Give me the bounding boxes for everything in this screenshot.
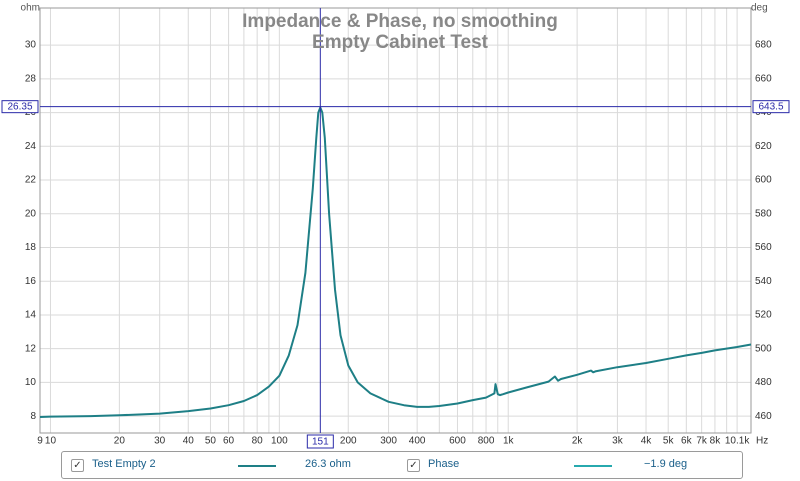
x-tick-label: 100 bbox=[271, 436, 288, 447]
y-left-tick-label: 8 bbox=[30, 411, 36, 422]
series-2-checkbox[interactable]: ✓ bbox=[407, 459, 420, 472]
x-tick-label: 2k bbox=[572, 436, 584, 447]
x-axis-unit: Hz bbox=[756, 436, 768, 447]
x-tick-label: 30 bbox=[154, 436, 166, 447]
x-tick-label: 10.1k bbox=[725, 436, 750, 447]
series-2-name: Phase bbox=[428, 458, 460, 470]
chart-subtitle: Empty Cabinet Test bbox=[312, 32, 489, 53]
y-right-tick-label: 540 bbox=[755, 276, 772, 287]
y-right-tick-label: 580 bbox=[755, 208, 772, 219]
y-right-tick-label: 560 bbox=[755, 242, 772, 253]
x-tick-label: 200 bbox=[340, 436, 357, 447]
cursor-right-label-box bbox=[752, 100, 790, 114]
x-tick-label: 6k bbox=[681, 436, 693, 447]
x-tick-label: 40 bbox=[183, 436, 195, 447]
x-tick-label: 800 bbox=[478, 436, 495, 447]
series-1-value: 26.3 ohm bbox=[305, 458, 351, 470]
y-right-tick-label: 460 bbox=[755, 411, 772, 422]
checkmark-icon: ✓ bbox=[409, 460, 418, 471]
x-tick-label: 400 bbox=[409, 436, 426, 447]
y-left-tick-label: 14 bbox=[25, 310, 37, 321]
x-tick-label: 4k bbox=[641, 436, 653, 447]
x-tick-label: 9 bbox=[37, 436, 43, 447]
y-right-tick-label: 500 bbox=[755, 343, 772, 354]
legend-panel: ✓ Test Empty 2 26.3 ohm ✓ Phase −1.9 deg bbox=[61, 451, 743, 479]
y-left-tick-label: 12 bbox=[25, 343, 37, 354]
cursor-x-label-box bbox=[306, 434, 334, 449]
y-right-tick-label: 680 bbox=[755, 40, 772, 51]
checkmark-icon: ✓ bbox=[73, 460, 82, 471]
y-left-tick-label: 22 bbox=[25, 175, 37, 186]
series-1-line bbox=[39, 106, 752, 418]
right-axis-unit: deg bbox=[751, 3, 768, 14]
y-right-tick-label: 660 bbox=[755, 73, 772, 84]
x-tick-label: 300 bbox=[380, 436, 397, 447]
x-tick-label: 600 bbox=[449, 436, 466, 447]
y-left-tick-label: 16 bbox=[25, 276, 37, 287]
x-tick-label: 10 bbox=[45, 436, 57, 447]
x-tick-label: 50 bbox=[205, 436, 217, 447]
cursor-x-label: 151 bbox=[312, 437, 329, 448]
series-2-line-swatch bbox=[574, 465, 612, 467]
x-tick-label: 7k bbox=[696, 436, 708, 447]
x-tick-label: 5k bbox=[663, 436, 675, 447]
x-tick-label: 3k bbox=[612, 436, 624, 447]
series-1-checkbox[interactable]: ✓ bbox=[71, 459, 84, 472]
x-tick-label: 1k bbox=[503, 436, 515, 447]
series-2-value: −1.9 deg bbox=[644, 458, 688, 470]
y-right-tick-label: 520 bbox=[755, 310, 772, 321]
series-1-line-swatch bbox=[238, 465, 276, 467]
impedance-chart: 9 10 20 30 40 50 60 80 100 200 300 400 600 800 1k 2k 3k 4… bbox=[1, 3, 790, 449]
x-tick-label: 8k bbox=[710, 436, 722, 447]
y-left-tick-label: 24 bbox=[25, 141, 37, 152]
y-left-tick-label: 30 bbox=[25, 40, 37, 51]
y-left-tick-label: 18 bbox=[25, 242, 37, 253]
x-tick-label: 60 bbox=[223, 436, 235, 447]
chart-title: Impedance & Phase, no smoothing bbox=[242, 11, 558, 32]
cursor-right-label: 643.5 bbox=[758, 101, 783, 112]
y-right-tick-label: 480 bbox=[755, 377, 772, 388]
y-left-tick-label: 28 bbox=[25, 73, 37, 84]
y-right-tick-label: 620 bbox=[755, 141, 772, 152]
x-tick-label: 80 bbox=[252, 436, 264, 447]
x-tick-label: 20 bbox=[114, 436, 126, 447]
y-right-tick-label: 600 bbox=[755, 175, 772, 186]
cursor-left-label: 26.35 bbox=[7, 101, 32, 112]
y-left-tick-label: 10 bbox=[25, 377, 37, 388]
plot-frame bbox=[39, 7, 752, 434]
y-left-tick-label: 20 bbox=[25, 208, 37, 219]
series-1-name: Test Empty 2 bbox=[92, 458, 156, 470]
cursor-left-label-box bbox=[1, 100, 39, 114]
left-axis-unit: ohm bbox=[21, 3, 40, 14]
